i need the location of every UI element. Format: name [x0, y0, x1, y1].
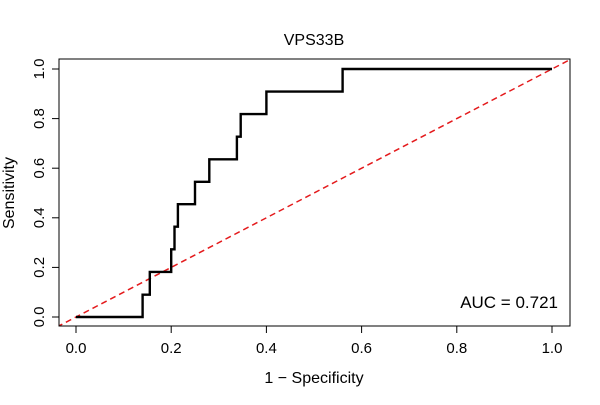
chart-title: VPS33B [284, 32, 344, 49]
auc-annotation: AUC = 0.721 [460, 293, 558, 312]
roc-curve-line [76, 67, 552, 319]
reference-diagonal-line [59, 59, 570, 326]
y-tick-label: 1.0 [31, 59, 48, 80]
x-tick-label: 0.4 [256, 340, 277, 357]
x-tick-label: 0.6 [351, 340, 372, 357]
plot-series [59, 59, 570, 326]
x-tick-label: 0.8 [446, 340, 467, 357]
x-axis-label: 1 − Specificity [264, 370, 363, 387]
y-tick-label: 0.0 [31, 307, 48, 328]
x-tick-label: 0.2 [161, 340, 182, 357]
y-tick-label: 0.2 [31, 257, 48, 278]
y-tick-label: 0.4 [31, 207, 48, 228]
y-axis: 0.0 0.2 0.4 0.6 0.8 1.0 [31, 59, 60, 328]
x-tick-label: 0.0 [66, 340, 87, 357]
y-tick-label: 0.6 [31, 158, 48, 179]
y-tick-label: 0.8 [31, 108, 48, 129]
x-axis: 0.0 0.2 0.4 0.6 0.8 1.0 [66, 325, 563, 357]
x-tick-label: 1.0 [542, 340, 563, 357]
plot-frame [58, 58, 571, 327]
y-axis-label: Sensitivity [1, 157, 18, 229]
